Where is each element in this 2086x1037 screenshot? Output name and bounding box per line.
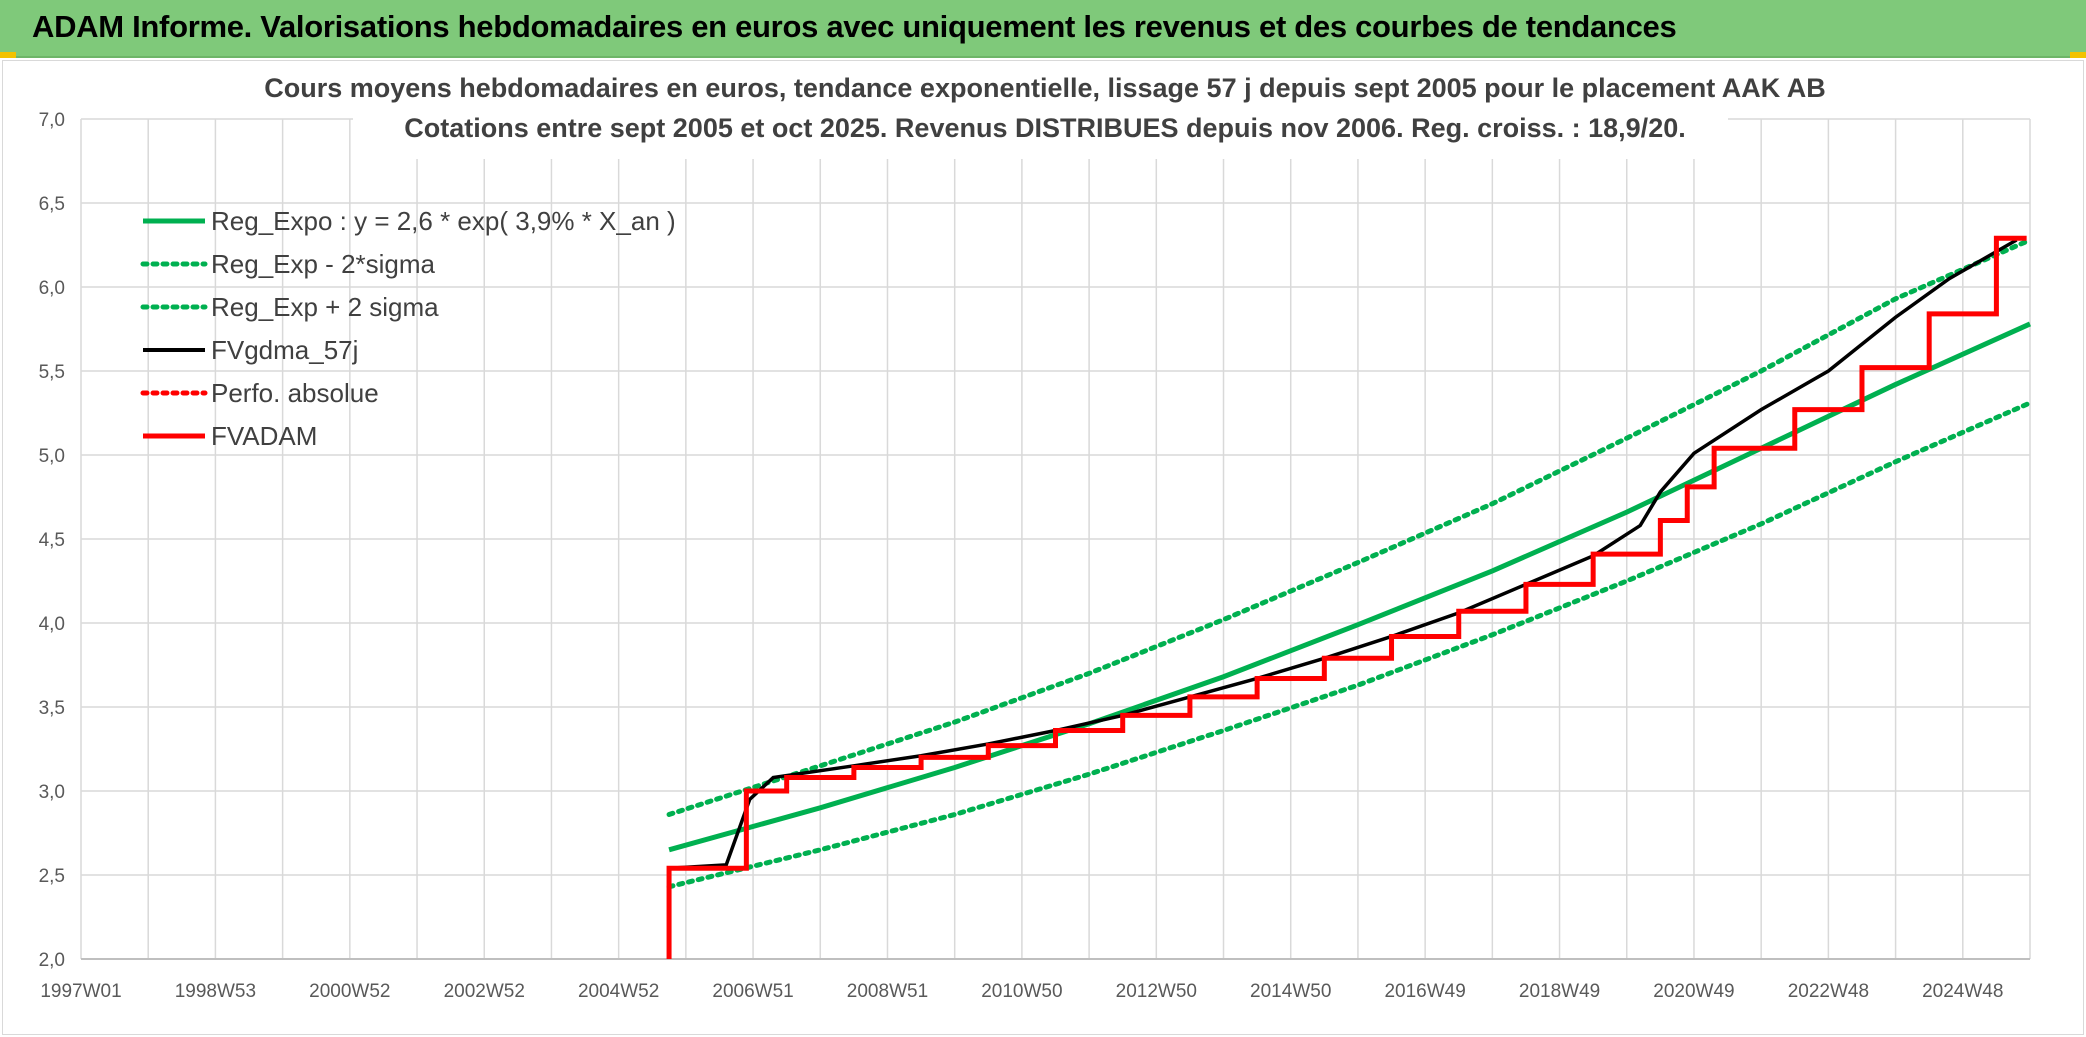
line-chart: 2,0 2,5 3,0 3,5 4,0 4,5 5,0 5,5 6,0 6,5 7,0 1997W01… — [39, 63, 2033, 1002]
y-tick-label: 3,5 — [39, 698, 65, 719]
series-line-3 — [668, 238, 2018, 871]
chart-area: 2,0 2,5 3,0 3,5 4,0 4,5 5,0 5,5 6,0 6,5 7,0 1997W01… — [2, 60, 2084, 1035]
x-tick-label: 2024W48 — [1922, 981, 2003, 1002]
x-tick-label: 2006W51 — [712, 981, 793, 1002]
y-tick-label: 7,0 — [39, 110, 65, 131]
y-tick-label: 4,0 — [39, 614, 65, 635]
corner-marker-right — [2070, 52, 2086, 58]
y-tick-label: 2,5 — [39, 866, 65, 887]
legend-label: Reg_Exp - 2*sigma — [211, 249, 436, 279]
x-tick-label: 2002W52 — [444, 981, 525, 1002]
x-tick-label: 2010W50 — [981, 981, 1062, 1002]
y-tick-label: 5,5 — [39, 362, 65, 383]
x-tick-label: 2000W52 — [309, 981, 390, 1002]
x-tick-label: 1997W01 — [40, 981, 121, 1002]
x-tick-label: 2008W51 — [847, 981, 928, 1002]
x-tick-label: 2004W52 — [578, 981, 659, 1002]
x-tick-label: 1998W53 — [175, 981, 256, 1002]
x-tick-label: 2018W49 — [1519, 981, 1600, 1002]
y-tick-label: 4,5 — [39, 530, 65, 551]
chart-title-background — [353, 63, 1728, 159]
x-tick-label: 2012W50 — [1116, 981, 1197, 1002]
chart-title-line: Cotations entre sept 2005 et oct 2025. R… — [404, 113, 1685, 143]
report-header: ADAM Informe. Valorisations hebdomadaire… — [0, 0, 2086, 58]
y-tick-label: 6,0 — [39, 278, 65, 299]
x-tick-label: 2020W49 — [1653, 981, 1734, 1002]
report-title: ADAM Informe. Valorisations hebdomadaire… — [32, 9, 1677, 44]
series-line-0 — [668, 321, 2032, 853]
legend-label: Reg_Exp + 2 sigma — [211, 292, 439, 322]
legend-label: FVgdma_57j — [211, 335, 358, 365]
series-line-1 — [666, 400, 2033, 890]
legend-label: Reg_Expo : y = 2,6 * exp( 3,9% * X_an ) — [211, 206, 676, 236]
y-tick-label: 2,0 — [39, 950, 65, 971]
series-line-2 — [666, 237, 2033, 818]
x-tick-label: 2014W50 — [1250, 981, 1331, 1002]
y-tick-label: 5,0 — [39, 446, 65, 467]
y-tick-label: 6,5 — [39, 194, 65, 215]
y-tick-label: 3,0 — [39, 782, 65, 803]
x-tick-label: 2022W48 — [1788, 981, 1869, 1002]
series-line-5 — [666, 235, 2027, 959]
x-tick-label: 2016W49 — [1384, 981, 1465, 1002]
legend-label: Perfo. absolue — [211, 378, 379, 408]
legend-label: FVADAM — [211, 421, 317, 451]
chart-title-line: Cours moyens hebdomadaires en euros, ten… — [264, 73, 1825, 103]
corner-marker-left — [0, 52, 16, 58]
